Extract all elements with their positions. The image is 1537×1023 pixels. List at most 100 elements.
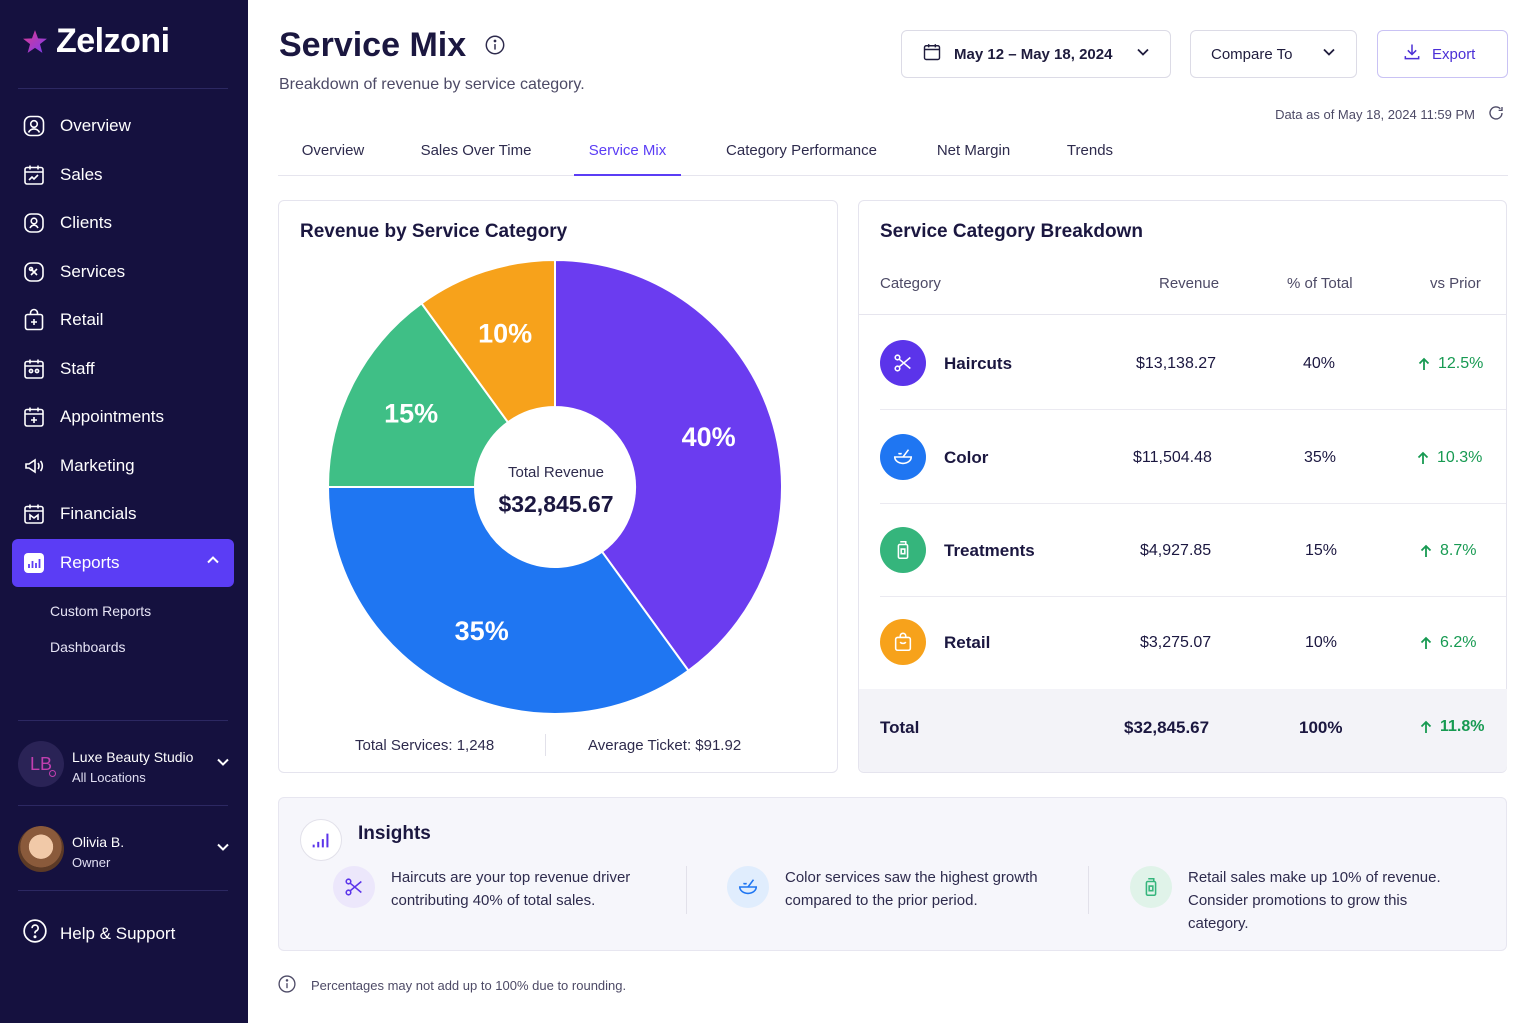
tab-category-performance[interactable]: Category Performance: [726, 142, 877, 159]
footnote-text: Percentages may not add up to 100% due t…: [311, 978, 627, 993]
vs-prior-text: 10.3%: [1437, 449, 1483, 466]
sidebar-item-label: Clients: [60, 213, 112, 233]
chevron-down-icon: [1136, 45, 1150, 63]
report-tabs: Overview Sales Over Time Service Mix Cat…: [278, 130, 1508, 176]
average-ticket: Average Ticket: $91.92: [588, 737, 742, 754]
sidebar-item-services[interactable]: Services: [12, 248, 234, 297]
date-range-picker[interactable]: May 12 – May 18, 2024: [901, 30, 1171, 78]
sidebar-item-sales[interactable]: Sales: [12, 151, 234, 200]
tab-overview[interactable]: Overview: [301, 142, 365, 159]
pie-label-retail: 10%: [478, 318, 532, 348]
total-vs-prior-text: 11.8%: [1440, 718, 1485, 735]
total-row: [859, 689, 1507, 772]
divider: [880, 596, 1506, 597]
sidebar-item-retail[interactable]: Retail: [12, 296, 234, 345]
pct-value: 35%: [1304, 449, 1337, 466]
sidebar-item-label: Reports: [60, 552, 120, 572]
pct-value: 15%: [1305, 542, 1338, 559]
arrow-up-icon: [1420, 544, 1432, 557]
table-row[interactable]: Retail $3,275.07 10% 6.2%: [880, 597, 1506, 691]
compare-to-dropdown[interactable]: Compare To: [1190, 30, 1357, 78]
app-name: Zelzoni: [56, 22, 170, 60]
category-name: Treatments: [944, 541, 1035, 560]
pie-center-value: $32,845.67: [498, 491, 614, 517]
sidebar-item-overview[interactable]: Overview: [12, 102, 234, 151]
category-name: Retail: [944, 633, 991, 652]
insights-panel: [278, 797, 1507, 951]
revenue-value: $11,504.48: [1133, 449, 1212, 466]
insight-text: category.: [1188, 915, 1249, 932]
vs-prior-value: 12.5%: [1418, 355, 1483, 373]
pie-label-haircuts: 40%: [682, 422, 736, 452]
page-subtitle: Breakdown of revenue by service category…: [279, 76, 585, 93]
footnote: Percentages may not add up to 100% due t…: [277, 974, 626, 997]
divider: [859, 314, 1507, 315]
donut-hole: [475, 407, 635, 567]
pct-value: 40%: [1303, 355, 1336, 372]
vs-prior-text: 12.5%: [1438, 355, 1484, 372]
total-revenue: $32,845.67: [1124, 718, 1210, 737]
insight-text: Color services saw the highest growth: [785, 869, 1038, 886]
vs-prior-value: 6.2%: [1420, 634, 1476, 652]
table-row[interactable]: Color $11,504.48 35% 10.3%: [880, 412, 1506, 506]
help-support-link[interactable]: Help & Support: [22, 918, 175, 949]
scissors-icon: [880, 340, 926, 386]
services-icon: [22, 260, 46, 284]
revenue-pie-chart: 40% 35% 15% 10%: [326, 258, 783, 715]
total-vs-prior: 11.8%: [1420, 718, 1484, 736]
insights-title: Insights: [358, 823, 431, 844]
chevron-down-icon: [216, 755, 230, 774]
export-button[interactable]: Export: [1377, 30, 1508, 78]
avatar: [18, 826, 64, 872]
breakdown-title: Service Category Breakdown: [880, 221, 1143, 242]
page-title-row: Service Mix: [279, 26, 506, 65]
tab-net-margin[interactable]: Net Margin: [936, 142, 1011, 159]
sidebar-item-label: Staff: [60, 358, 95, 378]
revenue-value: $13,138.27: [1136, 355, 1217, 372]
sidebar-item-financials[interactable]: Financials: [12, 490, 234, 539]
sidebar-item-appointments[interactable]: Appointments: [12, 393, 234, 442]
sidebar-item-label: Marketing: [60, 455, 135, 475]
bag-icon: [880, 619, 926, 665]
vs-prior-text: 8.7%: [1440, 542, 1477, 559]
sidebar-item-reports[interactable]: Reports: [12, 538, 234, 587]
compare-label: Compare To: [1211, 45, 1293, 63]
table-row[interactable]: Treatments $4,927.85 15% 8.7%: [880, 505, 1506, 599]
divider: [18, 890, 228, 891]
divider: [18, 720, 228, 721]
sidebar-subitem-dashboards[interactable]: Dashboards: [50, 639, 126, 655]
total-pct: 100%: [1299, 718, 1343, 737]
calendar-icon: [22, 405, 46, 429]
tab-service-mix[interactable]: Service Mix: [574, 130, 681, 176]
category-name: Color: [944, 448, 989, 467]
tab-sales-over-time[interactable]: Sales Over Time: [420, 142, 532, 159]
reports-icon: [22, 551, 46, 575]
revenue-value: $3,275.07: [1140, 634, 1212, 651]
sidebar-item-clients[interactable]: Clients: [12, 199, 234, 248]
info-icon[interactable]: [484, 26, 506, 65]
sidebar-subitem-custom-reports[interactable]: Custom Reports: [50, 603, 152, 619]
data-timestamp: Data as of May 18, 2024 11:59 PM: [1275, 104, 1505, 125]
sidebar-item-staff[interactable]: Staff: [12, 345, 234, 394]
pie-label-color: 35%: [455, 616, 509, 646]
staff-icon: [22, 357, 46, 381]
logo[interactable]: Zelzoni: [22, 22, 170, 61]
info-icon: [277, 974, 297, 997]
bottle-icon: [880, 527, 926, 573]
sidebar-item-marketing[interactable]: Marketing: [12, 442, 234, 491]
table-row[interactable]: Haircuts $13,138.27 40% 12.5%: [880, 318, 1506, 412]
tab-trends[interactable]: Trends: [1066, 142, 1114, 159]
studio-switcher[interactable]: LB Luxe Beauty Studio All Locations: [18, 735, 230, 793]
clients-icon: [22, 211, 46, 235]
studio-avatar: LB: [18, 741, 64, 787]
bar-chart-icon: [300, 819, 342, 861]
divider: [18, 805, 228, 806]
chevron-up-icon: [206, 553, 220, 572]
user-menu[interactable]: Olivia B. Owner: [18, 820, 230, 878]
pct-value: 10%: [1305, 634, 1338, 651]
divider: [880, 503, 1506, 504]
bottle-icon: [1130, 866, 1172, 908]
arrow-up-icon: [1417, 451, 1429, 464]
col-header-vs-prior: vs Prior: [1430, 275, 1481, 292]
refresh-icon[interactable]: [1487, 104, 1505, 125]
